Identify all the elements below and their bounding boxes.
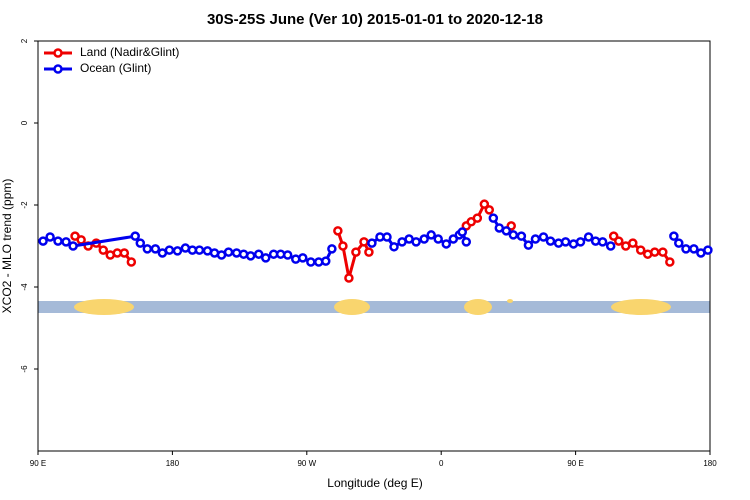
legend-marker (53, 64, 63, 74)
land-patch (507, 299, 513, 303)
y-axis-label: XCO2 - MLO trend (ppm) (0, 179, 14, 314)
land-band (38, 299, 710, 315)
data-point (298, 253, 308, 263)
data-point (689, 244, 699, 254)
data-point (68, 241, 78, 251)
data-point (367, 238, 377, 248)
y-tick-label: -2 (20, 201, 29, 209)
data-point (597, 237, 608, 247)
data-point (389, 242, 399, 252)
data-point (560, 237, 571, 247)
x-tick-label: 90 W (297, 459, 316, 468)
data-point (649, 247, 660, 257)
data-point (461, 237, 472, 247)
data-point (338, 241, 348, 251)
x-tick-label: 0 (439, 459, 444, 468)
data-point (282, 250, 293, 260)
data-point (681, 244, 691, 254)
data-point (382, 232, 392, 242)
data-point (484, 205, 495, 215)
data-point (628, 238, 638, 248)
data-point (523, 240, 534, 250)
data-point (669, 231, 679, 241)
x-axis-label: Longitude (deg E) (327, 476, 422, 490)
x-tick-label: 90 E (30, 459, 46, 468)
data-point (53, 236, 63, 246)
data-point (516, 231, 527, 241)
y-tick-label: 0 (20, 120, 29, 125)
y-tick-label: -4 (20, 283, 29, 291)
land-patch (334, 299, 370, 315)
data-point (150, 244, 161, 254)
data-point (545, 236, 556, 246)
data-point (433, 234, 443, 244)
data-point (472, 213, 483, 223)
data-point (359, 237, 369, 247)
data-point (260, 253, 271, 263)
ocean-strip (38, 301, 710, 313)
data-point (530, 234, 541, 244)
data-point (674, 238, 684, 248)
data-point (665, 257, 675, 267)
data-point (333, 226, 343, 236)
data-point (223, 247, 234, 257)
data-point (479, 199, 490, 209)
x-tick-label: 180 (166, 459, 180, 468)
data-point (441, 239, 452, 249)
data-point (538, 232, 549, 242)
legend-label: Land (Nadir&Glint) (80, 45, 179, 59)
data-point (142, 244, 153, 254)
data-point (658, 247, 668, 257)
data-point (488, 213, 499, 223)
data-point (38, 236, 48, 246)
y-tick-label: 2 (20, 38, 29, 43)
data-point (575, 237, 586, 247)
data-point (126, 257, 137, 267)
data-point (98, 245, 109, 255)
data-point (119, 248, 130, 258)
data-point (135, 238, 146, 248)
x-tick-label: 180 (703, 459, 717, 468)
y-tick-label: -6 (20, 365, 29, 373)
data-point (172, 246, 183, 256)
data-point (426, 230, 436, 240)
data-point (605, 241, 616, 251)
data-point (327, 244, 337, 254)
land-patch (611, 299, 671, 315)
land-patch (464, 299, 492, 315)
data-point (703, 245, 713, 255)
legend-marker (53, 48, 63, 58)
legend-label: Ocean (Glint) (80, 61, 151, 75)
data-point (321, 256, 331, 266)
data-point (614, 236, 624, 246)
x-tick-label: 90 E (567, 459, 583, 468)
data-point (508, 230, 519, 240)
data-point (253, 249, 264, 259)
data-point (635, 245, 646, 255)
data-point (411, 237, 421, 247)
data-point (194, 245, 205, 255)
land-patch (74, 299, 134, 315)
data-point (583, 232, 594, 242)
data-point (164, 245, 175, 255)
chart-title: 30S-25S June (Ver 10) 2015-01-01 to 2020… (207, 11, 543, 28)
data-point (419, 234, 429, 244)
data-point (344, 273, 354, 283)
data-point (45, 232, 55, 242)
data-point (448, 234, 459, 244)
data-point (306, 257, 316, 267)
data-point (245, 251, 256, 261)
data-point (130, 231, 140, 241)
data-point (351, 247, 361, 257)
data-point (364, 247, 374, 257)
data-point (501, 226, 512, 236)
data-point (76, 235, 86, 245)
data-point (457, 227, 468, 237)
data-point (61, 237, 71, 247)
